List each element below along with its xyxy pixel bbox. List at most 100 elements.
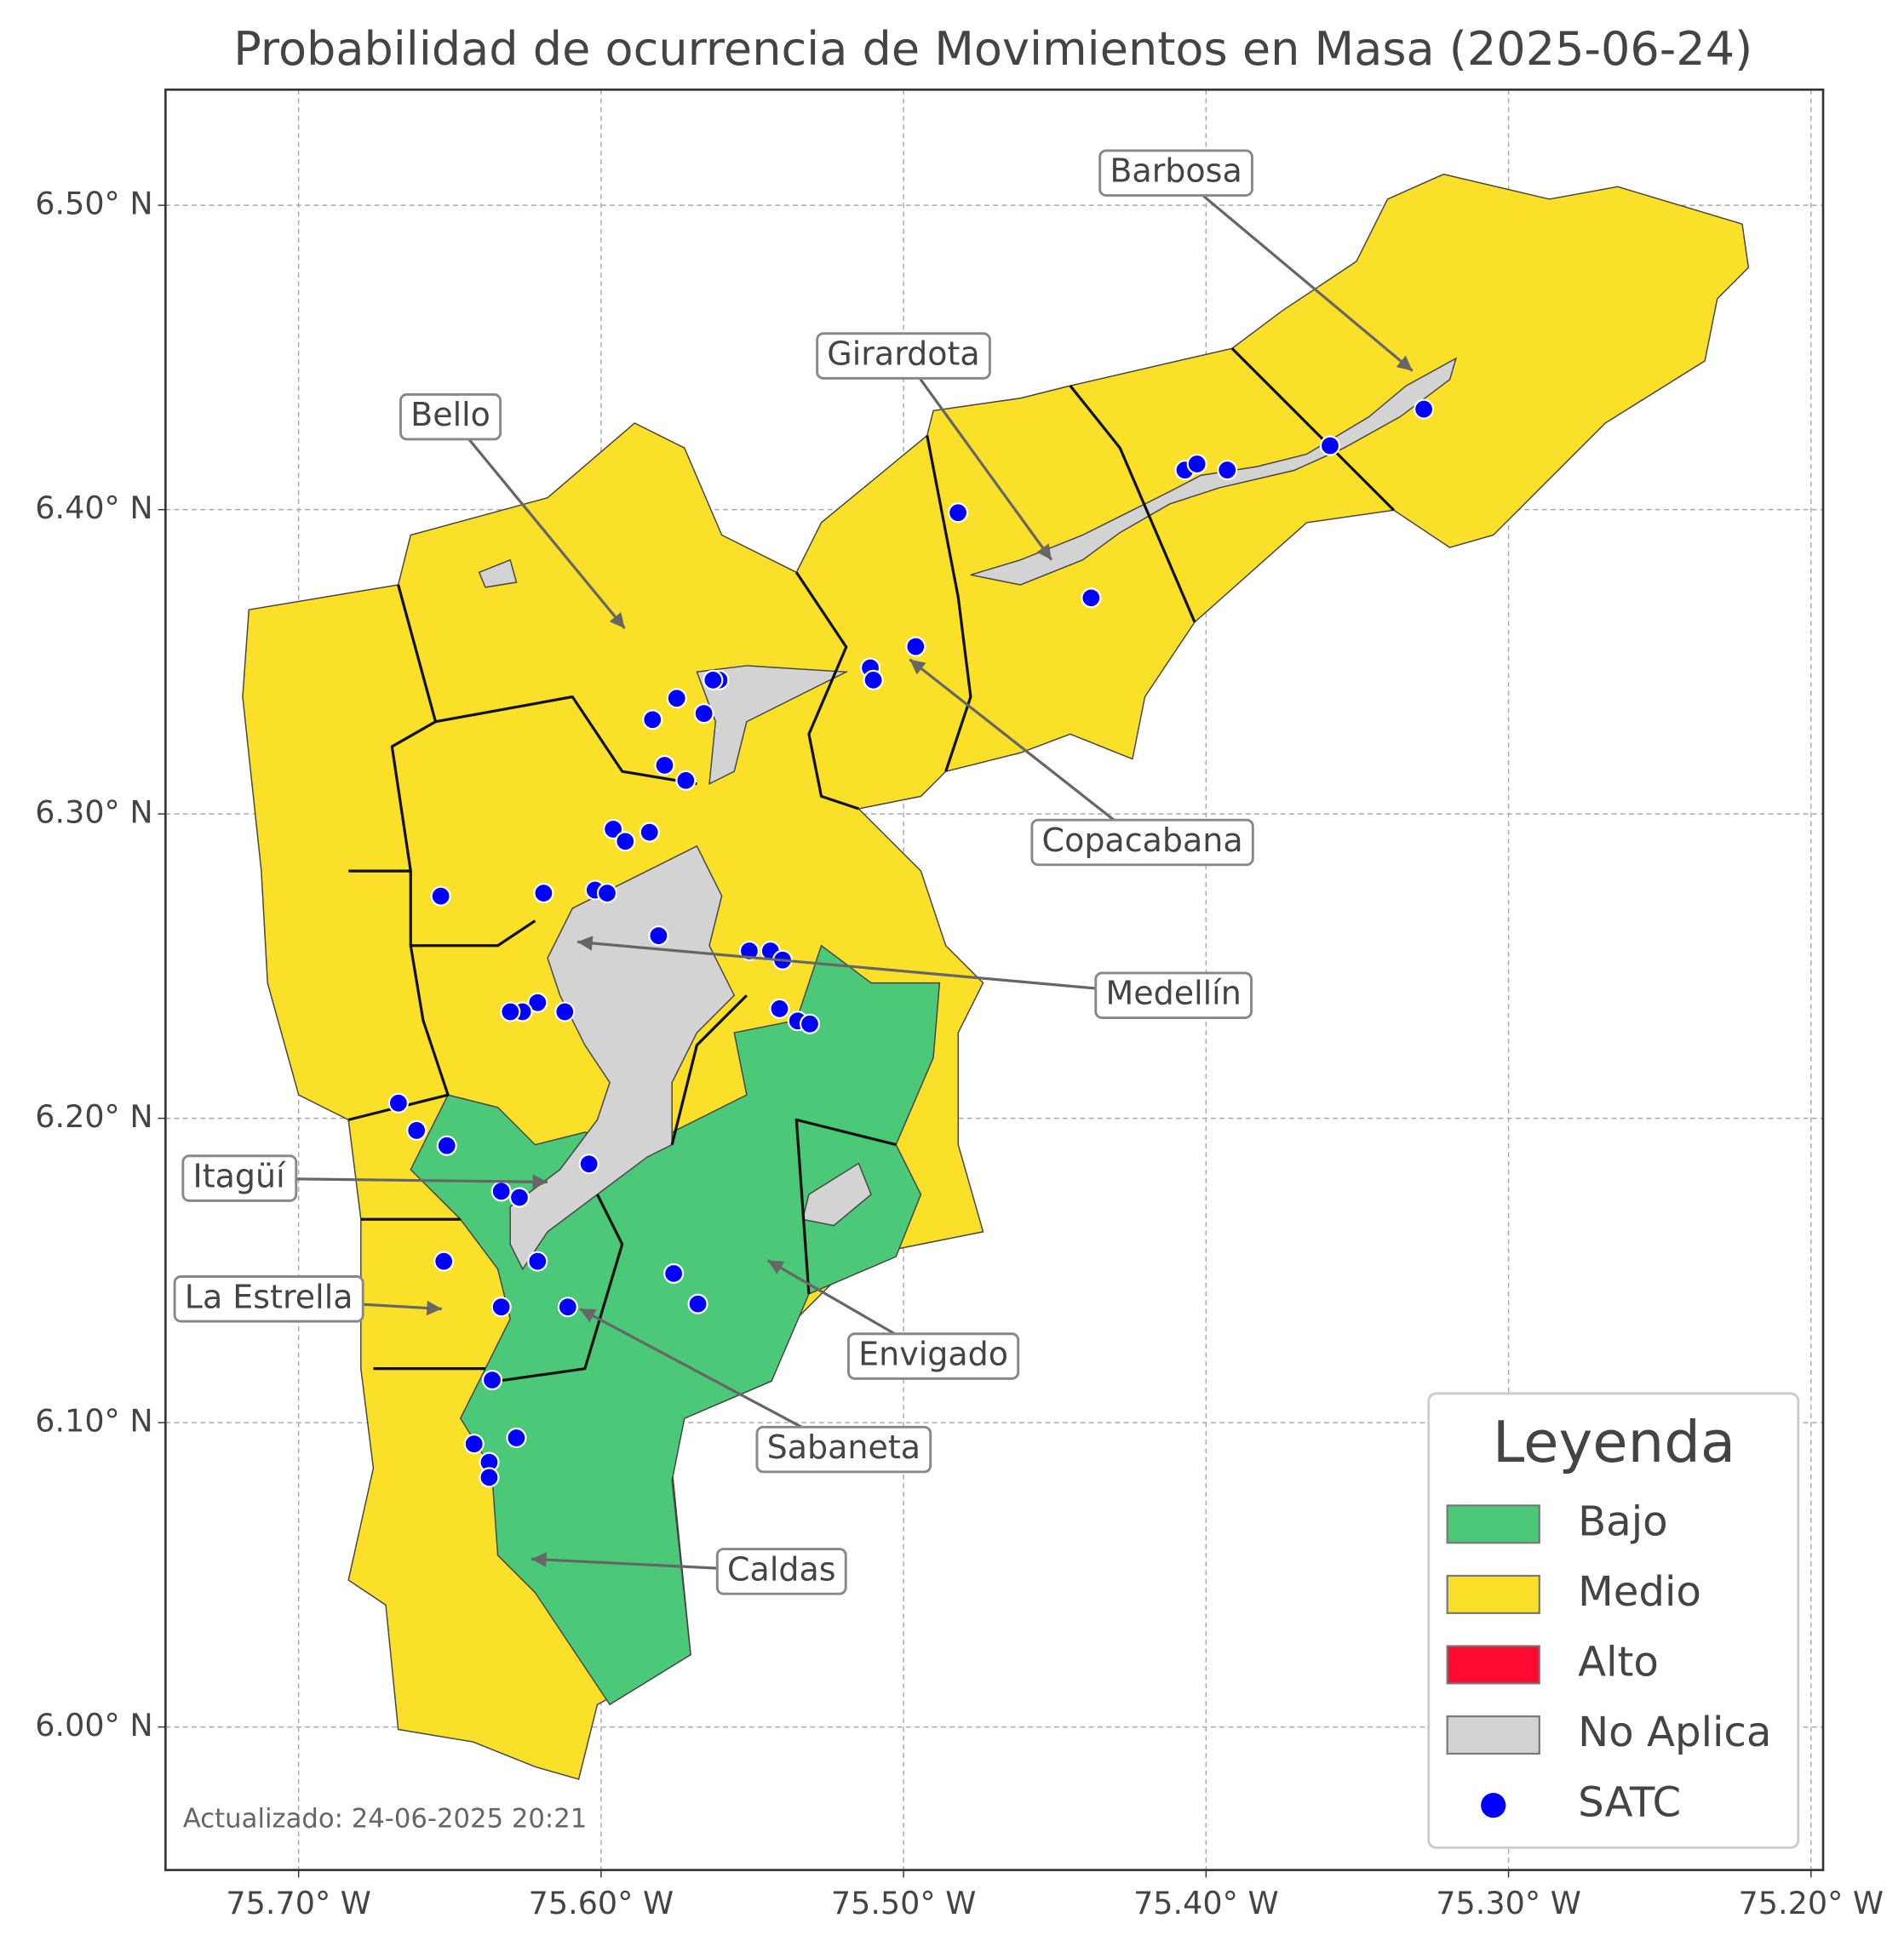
annotation-label: Bello xyxy=(410,396,490,433)
satc-point xyxy=(675,770,697,791)
satc-point xyxy=(642,709,663,730)
annotation-arrow xyxy=(576,940,1174,997)
annotation-box xyxy=(755,1425,932,1474)
satc-point xyxy=(436,1135,457,1156)
satc-point xyxy=(663,1263,685,1284)
annotation-label: Itagüí xyxy=(193,1158,287,1195)
arrow-head xyxy=(1036,543,1052,560)
y-tick-label: 6.20° N xyxy=(35,1098,153,1135)
satc-point xyxy=(433,1251,455,1272)
legend-label: Alto xyxy=(1578,1638,1659,1686)
satc-point xyxy=(490,1297,512,1318)
footnote: Actualizado: 24-06-2025 20:21 xyxy=(183,1805,587,1835)
satc-point xyxy=(666,688,687,709)
municipal-border xyxy=(794,1118,897,1295)
x-tick-label: 75.40° W xyxy=(1133,1885,1279,1921)
satc-point xyxy=(527,992,548,1013)
satc-point xyxy=(703,669,724,690)
satc-point xyxy=(905,636,926,657)
satc-point xyxy=(603,818,624,840)
municipal-border xyxy=(435,695,697,786)
annotation-box xyxy=(1094,971,1253,1019)
municipal-border xyxy=(926,435,972,772)
annotation-box xyxy=(715,1548,847,1595)
satc-point xyxy=(479,1467,500,1488)
x-tick-label: 75.20° W xyxy=(1739,1885,1884,1921)
arrow-head xyxy=(580,1308,597,1323)
arrow-head xyxy=(1396,355,1413,371)
annotation-box xyxy=(816,332,991,380)
annotation-label: Girardota xyxy=(827,335,979,373)
annotation-label: La Estrella xyxy=(185,1278,353,1315)
legend-label: Medio xyxy=(1578,1568,1701,1616)
annotation-box xyxy=(173,1275,364,1323)
annotation-arrow xyxy=(902,355,1053,561)
municipal-border xyxy=(1230,347,1395,512)
annotation-arrow xyxy=(1175,171,1414,372)
satc-point xyxy=(648,925,669,947)
annotation-label: Envigado xyxy=(858,1336,1008,1373)
satc-point xyxy=(500,1001,521,1022)
satc-point xyxy=(1081,587,1102,609)
satc-point xyxy=(1414,398,1435,420)
x-tick-label: 75.50° W xyxy=(831,1885,977,1921)
satc-point xyxy=(769,998,790,1019)
legend-swatch xyxy=(1446,1504,1540,1544)
satc-point xyxy=(430,885,451,907)
y-tick-label: 6.10° N xyxy=(35,1403,153,1440)
annotation-box xyxy=(1098,149,1253,197)
annotation-label: Barbosa xyxy=(1110,152,1242,190)
arrow-head xyxy=(909,659,926,675)
y-tick-label: 6.00° N xyxy=(35,1707,153,1743)
y-tick-label: 6.40° N xyxy=(35,490,153,526)
annotation-box xyxy=(1030,818,1254,867)
municipal-border xyxy=(409,871,536,948)
satc-point xyxy=(799,1013,821,1034)
municipal-border xyxy=(794,571,859,810)
satc-point xyxy=(578,1154,599,1175)
region xyxy=(696,665,849,786)
annotation-label: Copacabana xyxy=(1042,822,1243,859)
satc-point xyxy=(863,669,884,690)
satc-point xyxy=(506,1427,527,1449)
satc-point xyxy=(948,502,969,524)
satc-point xyxy=(481,1370,503,1391)
legend-swatch xyxy=(1446,1574,1540,1614)
legend-swatch xyxy=(1446,1715,1540,1755)
satc-point xyxy=(596,883,618,904)
annotation-arrow xyxy=(449,415,626,630)
x-tick-label: 75.70° W xyxy=(226,1885,371,1921)
annotation-arrow xyxy=(909,658,1144,844)
legend-title: Leyenda xyxy=(1493,1409,1735,1475)
plot-frame xyxy=(164,88,1825,1871)
legend-marker xyxy=(1481,1793,1506,1818)
satc-point xyxy=(406,1119,427,1141)
x-tick-label: 75.30° W xyxy=(1436,1885,1581,1921)
satc-point xyxy=(387,1092,409,1114)
legend-label: SATC xyxy=(1578,1779,1681,1827)
satc-point xyxy=(687,1293,708,1314)
arrow-head xyxy=(767,1260,785,1274)
annotation-box xyxy=(181,1154,298,1202)
satc-point xyxy=(533,883,554,904)
satc-point xyxy=(463,1434,485,1455)
y-tick-label: 6.30° N xyxy=(35,794,153,831)
satc-point xyxy=(490,1181,512,1202)
region xyxy=(478,558,518,588)
annotation-label: Caldas xyxy=(727,1550,836,1588)
satc-point xyxy=(615,831,636,852)
arrow-head xyxy=(426,1300,442,1316)
satc-point xyxy=(527,1251,548,1272)
annotation-box xyxy=(846,1332,1020,1380)
satc-point xyxy=(1186,453,1207,475)
arrow-head xyxy=(531,1552,547,1567)
arrow-head xyxy=(532,1174,548,1190)
annotation-label: Sabaneta xyxy=(767,1429,920,1466)
legend-label: No Aplica xyxy=(1578,1709,1771,1756)
satc-point xyxy=(557,1297,578,1318)
annotation-label: Medellín xyxy=(1105,975,1241,1012)
satc-point xyxy=(693,703,714,724)
satc-point xyxy=(508,1187,530,1208)
y-tick-label: 6.50° N xyxy=(35,186,153,222)
region xyxy=(970,357,1458,586)
